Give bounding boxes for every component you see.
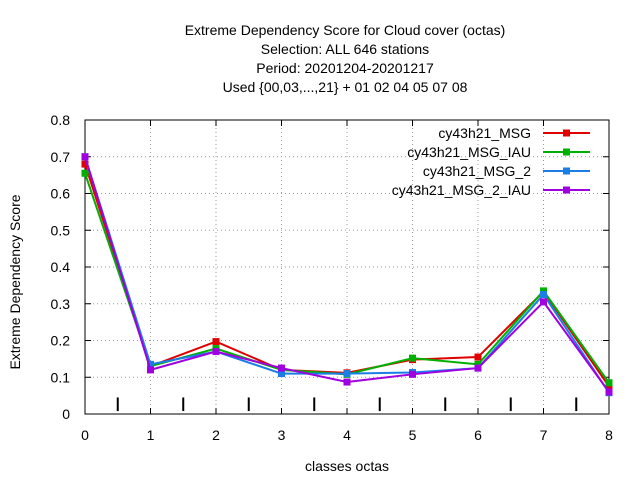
data-point [278,364,285,372]
data-point [212,348,220,356]
legend-item: cy43h21_MSG_2 [423,163,590,179]
legend-swatch-marker [563,167,570,175]
data-point [81,160,89,168]
data-point [409,354,416,362]
data-point [605,379,613,387]
legend-item: cy43h21_MSG [438,125,590,141]
data-point [343,378,351,386]
x-tick-label: 0 [81,427,89,443]
series-cy43h21_MSG [81,160,613,390]
x-axis-ticks: 0 1 2 3 4 5 6 7 8 [81,120,613,443]
series-cy43h21_MSG_2_IAU [81,153,613,396]
legend-swatch-marker [563,186,570,194]
data-point [540,298,547,306]
x-tick-label: 3 [278,427,286,443]
data-point [474,353,482,361]
legend-swatch-marker [563,148,570,156]
data-point [474,364,482,372]
data-point [540,291,547,299]
data-point [540,287,547,295]
title-line: Extreme Dependency Score for Cloud cover… [185,22,506,38]
y-tick-label: 0.4 [51,259,71,275]
y-axis-label: Extreme Dependency Score [7,194,23,369]
x-tick-label: 2 [212,427,220,443]
data-point [212,338,220,346]
data-point [605,388,613,396]
x-tick-label: 7 [540,427,548,443]
data-point [81,169,89,177]
x-tick-label: 5 [409,427,417,443]
legend-label: cy43h21_MSG [438,125,531,141]
title-line: Period: 20201204-20201217 [256,60,434,76]
x-tick-label: 1 [147,427,155,443]
legend-label: cy43h21_MSG_2 [423,163,531,179]
series-lines [81,153,613,397]
y-tick-label: 0.2 [51,333,71,349]
x-tick-label: 6 [474,427,482,443]
data-point [409,370,416,378]
data-point [147,360,154,368]
legend-item: cy43h21_MSG_2_IAU [392,182,590,198]
legend-swatch-marker [563,129,570,137]
x-tick-label: 8 [605,427,613,443]
title-line: Selection: ALL 646 stations [261,41,429,57]
series-cy43h21_MSG_IAU [81,169,613,387]
legend-label: cy43h21_MSG_IAU [407,144,531,160]
y-tick-label: 0 [62,406,70,422]
y-tick-label: 0.1 [51,369,71,385]
data-point [147,366,154,374]
y-tick-label: 0.5 [51,222,71,238]
minor-tick-marks [116,397,578,412]
chart-title: Extreme Dependency Score for Cloud cover… [185,22,506,95]
y-tick-label: 0.3 [51,296,71,312]
legend: cy43h21_MSG cy43h21_MSG_IAU cy43h21_MSG_2c… [392,125,590,198]
data-point [278,370,285,378]
data-point [605,382,613,390]
series-cy43h21_MSG_2 [81,153,613,397]
data-point [343,370,351,378]
grid [85,120,609,414]
y-tick-label: 0.8 [51,112,71,128]
data-point [81,153,89,161]
x-axis-label: classes octas [305,458,389,474]
legend-label: cy43h21_MSG_2_IAU [392,182,531,198]
legend-item: cy43h21_MSG_IAU [407,144,590,160]
data-point [474,360,482,368]
y-tick-label: 0.6 [51,186,71,202]
y-axis-ticks: 0 0.1 0.2 0.3 0.4 0.5 0.6 0.7 0.8 [51,112,609,422]
title-line: Used {00,03,...,21} + 01 02 04 05 07 08 [223,79,468,95]
y-tick-label: 0.7 [51,149,71,165]
x-tick-label: 4 [343,427,351,443]
